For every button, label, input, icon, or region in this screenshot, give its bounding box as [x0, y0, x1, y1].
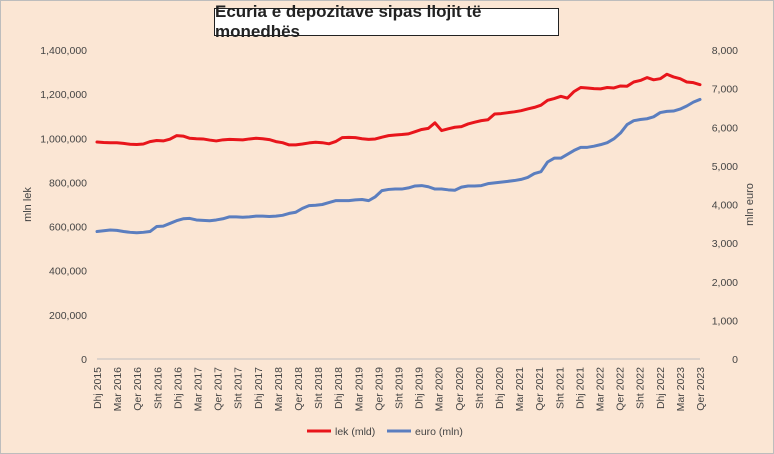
y-left-tick-label: 0: [81, 354, 87, 366]
x-tick-label: Dhj 2019: [414, 367, 426, 409]
x-tick-label: Dhj 2016: [172, 367, 184, 409]
legend-label-lek: lek (mld): [335, 426, 375, 438]
y-left-axis-title: mln lek: [22, 187, 34, 222]
x-tick-label: Sht 2022: [635, 367, 647, 409]
y-left-tick-label: 1,400,000: [40, 45, 87, 57]
legend-label-euro: euro (mln): [415, 426, 463, 438]
x-tick-label: Qer 2020: [454, 367, 466, 411]
x-tick-label: Dhj 2022: [655, 367, 667, 409]
x-tick-label: Mar 2020: [434, 367, 446, 412]
x-tick-label: Dhj 2015: [92, 367, 104, 409]
y-right-axis-title: mln euro: [744, 183, 756, 226]
x-tick-label: Qer 2021: [534, 367, 546, 411]
x-tick-label: Sht 2021: [554, 367, 566, 409]
y-left-tick-label: 200,000: [49, 310, 87, 322]
x-tick-label: Sht 2018: [313, 367, 325, 409]
x-tick-label: Qer 2023: [695, 367, 707, 411]
y-right-tick-label: 3,000: [712, 238, 738, 250]
x-tick-label: Qer 2016: [132, 367, 144, 411]
x-tick-label: Qer 2017: [213, 367, 225, 411]
series-line-euro: [95, 97, 702, 235]
y-left-tick-label: 600,000: [49, 222, 87, 234]
x-tick-label: Mar 2016: [112, 367, 124, 412]
x-tick-label: Mar 2021: [514, 367, 526, 412]
x-tick-label: Mar 2019: [353, 367, 365, 412]
y-left-tick-label: 400,000: [49, 266, 87, 278]
x-tick-label: Dhj 2021: [574, 367, 586, 409]
x-tick-label: Sht 2017: [233, 367, 245, 409]
x-tick-label: Dhj 2017: [253, 367, 265, 409]
series-line-lek: [95, 72, 702, 147]
x-tick-label: Mar 2018: [273, 367, 285, 412]
x-tick-label: Sht 2019: [394, 367, 406, 409]
x-tick-label: Mar 2017: [193, 367, 205, 412]
x-tick-label: Dhj 2018: [333, 367, 345, 409]
y-right-tick-label: 0: [732, 354, 738, 366]
x-tick-label: Mar 2022: [595, 367, 607, 412]
y-left-tick-label: 800,000: [49, 177, 87, 189]
y-left-tick-label: 1,000,000: [40, 133, 87, 145]
y-right-tick-label: 2,000: [712, 277, 738, 289]
x-tick-label: Mar 2023: [675, 367, 687, 412]
y-right-tick-label: 6,000: [712, 122, 738, 134]
x-tick-label: Qer 2019: [373, 367, 385, 411]
x-tick-label: Qer 2018: [293, 367, 305, 411]
x-tick-label: Sht 2020: [474, 367, 486, 409]
y-right-tick-label: 4,000: [712, 200, 738, 212]
y-right-tick-label: 8,000: [712, 45, 738, 57]
y-left-tick-label: 1,200,000: [40, 89, 87, 101]
x-tick-label: Qer 2022: [615, 367, 627, 411]
x-tick-label: Dhj 2020: [494, 367, 506, 409]
y-right-tick-label: 1,000: [712, 315, 738, 327]
y-right-tick-label: 7,000: [712, 84, 738, 96]
x-tick-label: Sht 2016: [152, 367, 164, 409]
y-right-tick-label: 5,000: [712, 161, 738, 173]
